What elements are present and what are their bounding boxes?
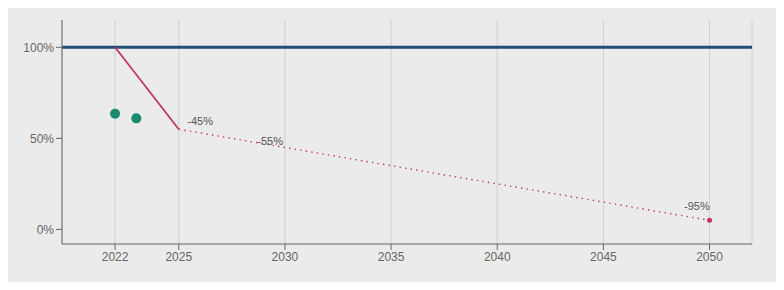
svg-text:2030: 2030	[272, 250, 299, 264]
svg-text:50%: 50%	[30, 132, 54, 146]
svg-text:2040: 2040	[484, 250, 511, 264]
svg-text:2035: 2035	[378, 250, 405, 264]
svg-text:-95%: -95%	[684, 200, 710, 212]
svg-text:2022: 2022	[102, 250, 129, 264]
svg-text:100%: 100%	[23, 41, 54, 55]
svg-text:-45%: -45%	[187, 115, 213, 127]
svg-text:2045: 2045	[590, 250, 617, 264]
svg-text:2050: 2050	[696, 250, 723, 264]
svg-text:2025: 2025	[165, 250, 192, 264]
svg-text:-55%: -55%	[257, 135, 283, 147]
svg-text:0%: 0%	[37, 223, 55, 237]
